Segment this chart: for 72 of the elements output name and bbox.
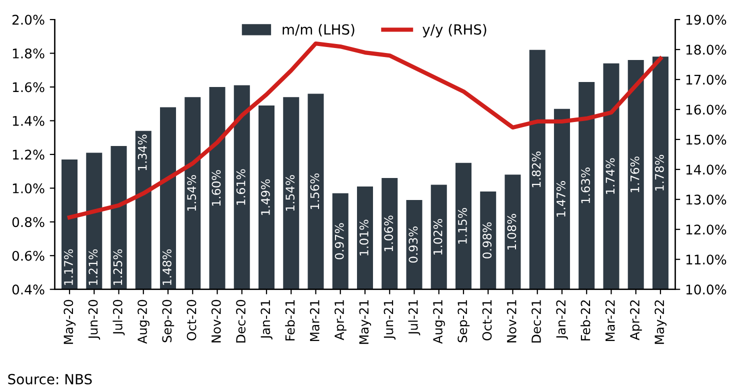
y2-tick-label: 13.0% [686, 194, 726, 205]
data-label: 0.97% [334, 223, 344, 260]
x-tick-label: Jul-20 [112, 300, 125, 336]
x-tick-label: Jun-20 [88, 300, 100, 340]
y-tick-label: 1.6% [12, 82, 44, 92]
data-label: 1.82% [532, 152, 541, 188]
legend-label: m/m (LHS) [282, 24, 354, 36]
x-tick-label: Sep-20 [162, 300, 174, 342]
data-label: 1.02% [433, 218, 442, 255]
x-tick-label: Aug-20 [138, 300, 150, 344]
x-tick-label: May-22 [654, 300, 667, 344]
data-label: 1.54% [286, 175, 295, 211]
data-label: 1.61% [236, 169, 246, 205]
y-tick-label: 2.0% [12, 14, 44, 25]
y-tick-label: 0.8% [12, 217, 44, 228]
data-label: 1.01% [359, 220, 368, 256]
data-label: 1.15% [458, 208, 467, 244]
x-tick-label: Apr-22 [630, 300, 642, 340]
x-tick-label: Nov-20 [211, 300, 221, 342]
data-label: 1.76% [630, 156, 640, 192]
y2-tick-label: 16.0% [686, 104, 726, 115]
y-tick-label: 0.6% [12, 250, 44, 261]
y2-tick-label: 11.0% [686, 254, 726, 265]
y-tick-label: 1.4% [12, 116, 44, 126]
x-tick-label: Dec-20 [236, 300, 246, 342]
y-tick-label: 1.8% [12, 48, 44, 58]
data-label: 1.17% [64, 249, 73, 285]
y-tick-label: 0.4% [12, 284, 44, 295]
x-tick-label: Sep-21 [458, 300, 470, 342]
data-label: 1.54% [187, 175, 196, 211]
x-tick-label: Aug-21 [433, 300, 445, 344]
data-label: 1.08% [507, 214, 516, 250]
data-label: 1.48% [162, 249, 172, 285]
x-tick-label: May-20 [64, 300, 76, 344]
x-tick-label: Apr-21 [334, 300, 346, 340]
data-label: 1.63% [581, 168, 590, 204]
x-tick-label: Oct-21 [482, 300, 492, 340]
x-tick-label: Jan-21 [260, 300, 272, 340]
x-tick-label: Oct-20 [186, 300, 196, 340]
data-label: 1.60% [212, 170, 221, 206]
data-label: 1.34% [138, 134, 147, 170]
x-tick-label: Mar-21 [310, 300, 320, 342]
data-label: 1.56% [310, 173, 320, 209]
y2-tick-label: 12.0% [686, 224, 726, 235]
x-tick-label: Dec-21 [532, 300, 541, 342]
legend-label: y/y (RHS) [422, 24, 486, 38]
x-tick-label: Nov-21 [506, 300, 516, 342]
source-note: Source: NBS [8, 374, 92, 384]
data-label: 1.49% [261, 179, 270, 215]
x-tick-label: May-21 [359, 300, 372, 344]
data-label: 1.78% [654, 154, 664, 190]
x-tick-label: Jul-21 [408, 300, 420, 336]
data-label: 1.74% [606, 158, 615, 194]
x-tick-label: Feb-21 [285, 300, 295, 340]
data-label: 0.98% [482, 222, 492, 258]
y2-tick-label: 10.0% [686, 284, 726, 295]
data-label: 0.93% [408, 226, 418, 263]
y2-tick-label: 17.0% [686, 74, 726, 85]
data-label: 1.21% [88, 249, 98, 285]
data-label: 1.06% [384, 216, 394, 252]
y2-tick-label: 18.0% [686, 44, 726, 55]
y-tick-label: 1.2% [12, 150, 44, 160]
y2-tick-label: 19.0% [686, 14, 726, 25]
y-tick-label: 1.0% [12, 183, 44, 194]
x-tick-label: Jan-22 [556, 300, 568, 340]
x-tick-label: Feb-22 [580, 300, 590, 340]
data-label: 1.47% [556, 181, 566, 217]
data-label: 1.25% [113, 249, 122, 285]
x-tick-label: Mar-22 [605, 300, 615, 342]
x-tick-label: Jun-21 [384, 300, 396, 340]
y2-tick-label: 15.0% [686, 134, 726, 145]
y2-tick-label: 14.0% [686, 164, 726, 175]
